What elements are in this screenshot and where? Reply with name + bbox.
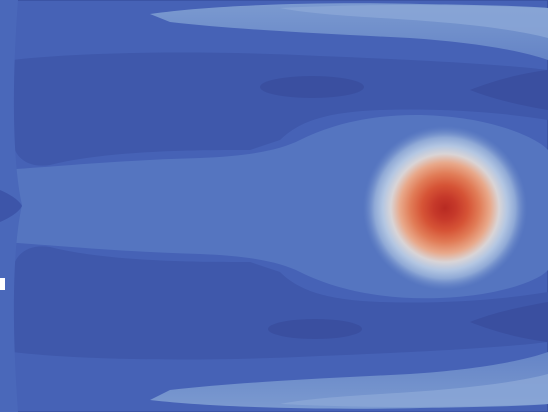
dark-wedge-lower-right xyxy=(470,302,548,342)
inlet-marker xyxy=(0,278,5,290)
dark-blob-lower xyxy=(268,319,362,339)
top-pale-band xyxy=(280,5,548,38)
upper-mid-band xyxy=(12,52,548,166)
bottom-pale-band xyxy=(280,374,548,407)
dark-blob-upper xyxy=(260,76,364,98)
dark-wedge-upper-right xyxy=(470,70,548,110)
left-notch xyxy=(0,190,22,222)
lower-mid-band xyxy=(12,246,548,360)
hotspot xyxy=(361,124,529,292)
